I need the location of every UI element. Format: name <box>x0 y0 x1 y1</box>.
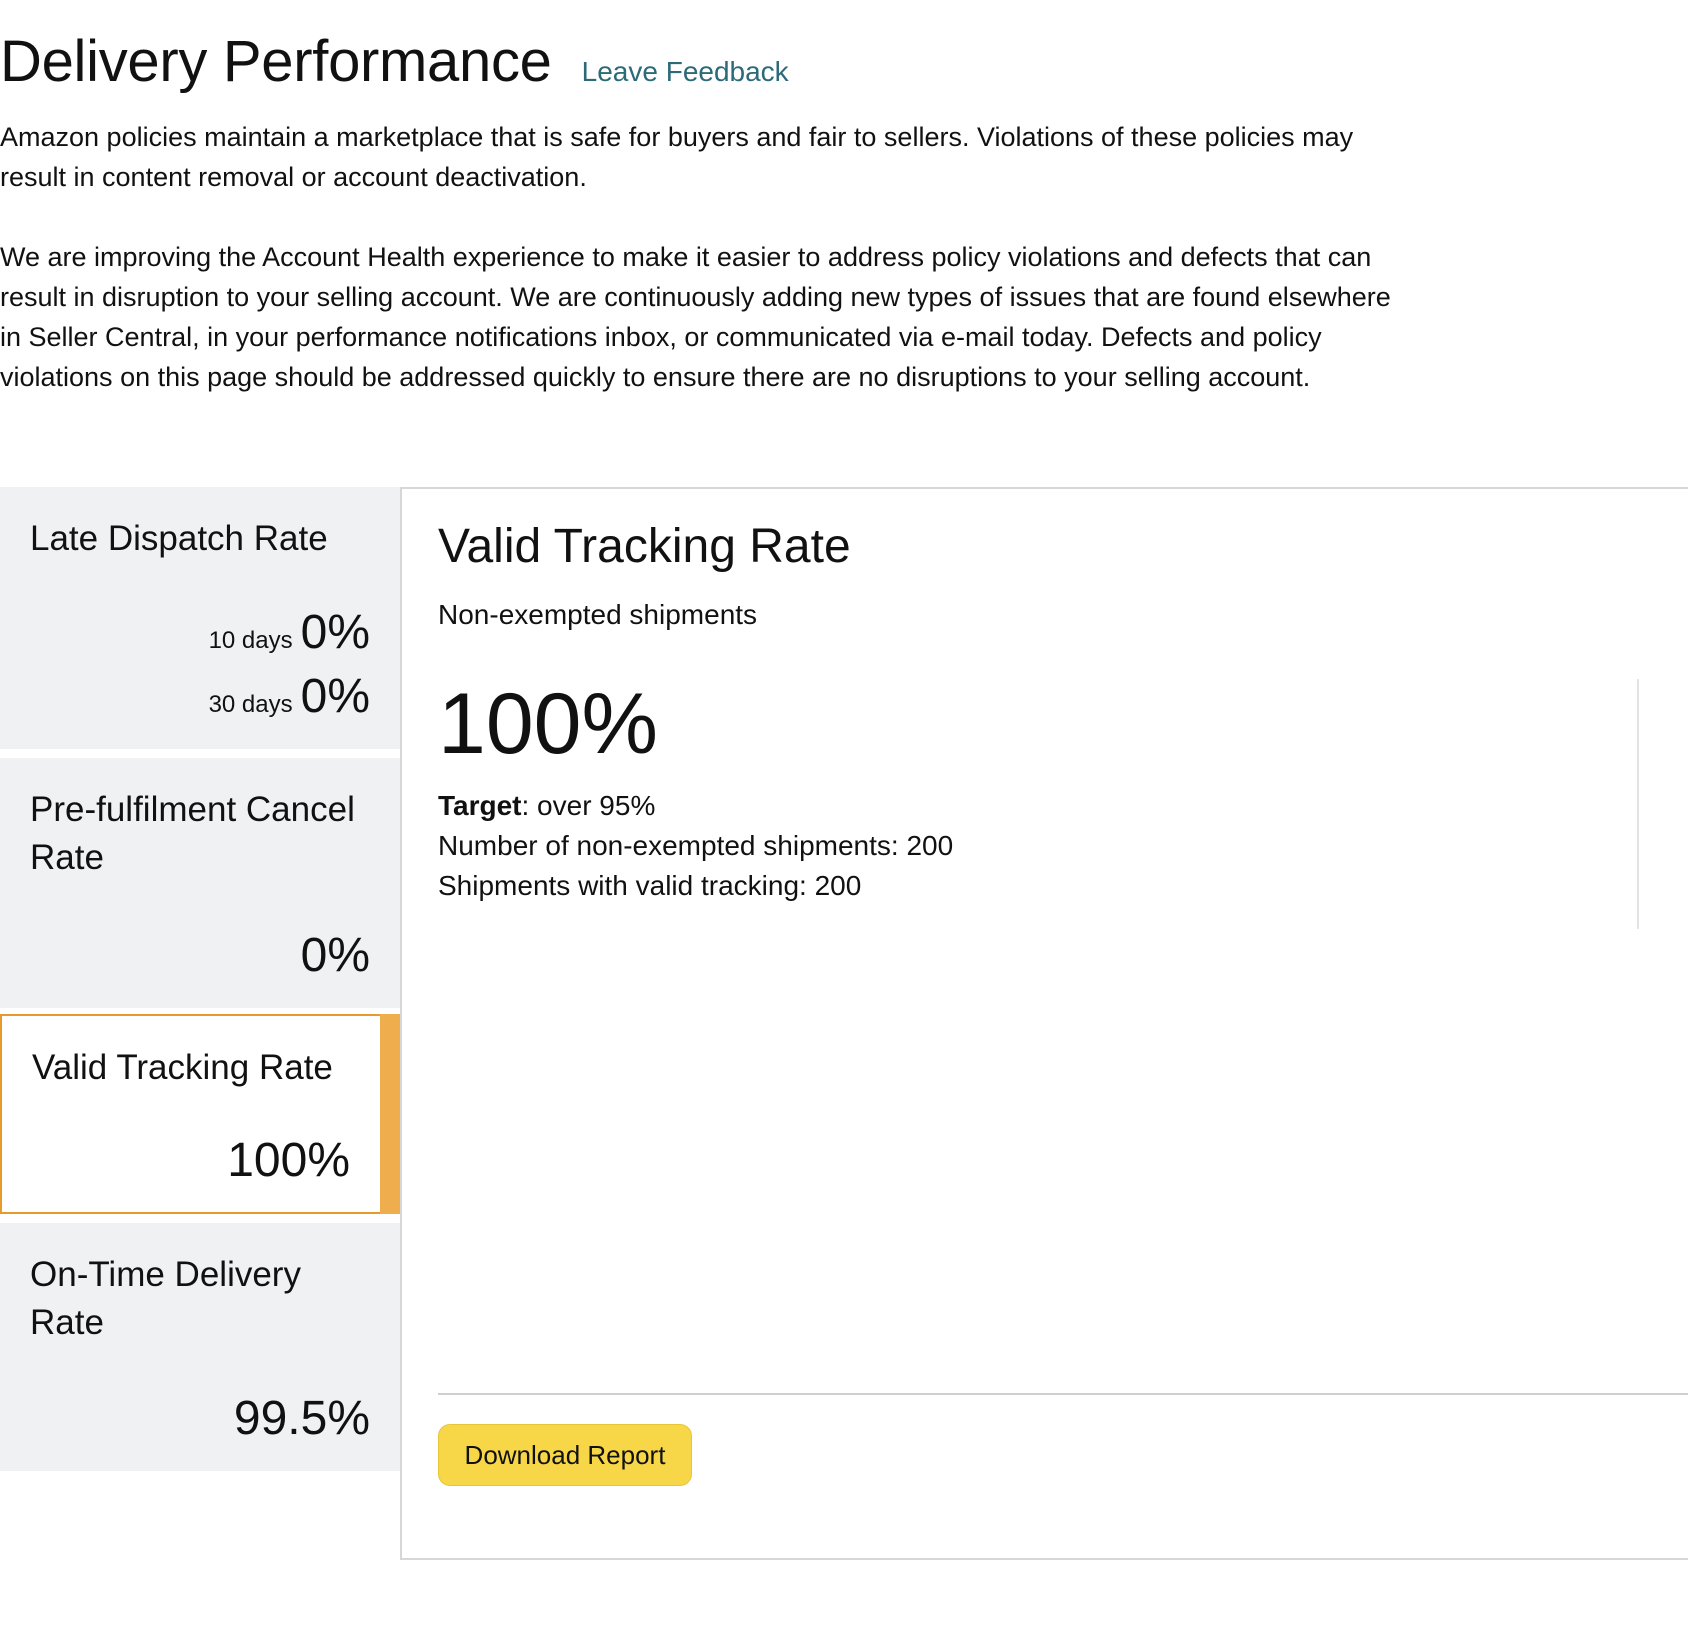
page-header: Delivery Performance Leave Feedback <box>0 30 789 94</box>
detail-info: Target: over 95% Number of non-exempted … <box>438 786 953 906</box>
detail-panel: Valid Tracking Rate Non-exempted shipmen… <box>400 487 1688 1560</box>
metric-card-on-time-delivery[interactable]: On-Time Delivery Rate 99.5% <box>0 1223 400 1471</box>
vertical-divider <box>1637 679 1639 929</box>
metric-label: On-Time Delivery Rate <box>30 1255 301 1342</box>
metric-period: 10 days <box>208 627 293 654</box>
metric-card-late-dispatch[interactable]: Late Dispatch Rate 10 days 0% 30 days 0% <box>0 487 400 749</box>
metric-row-30-days: 30 days 0% <box>209 669 370 725</box>
intro-text: Amazon policies maintain a marketplace t… <box>0 117 1400 397</box>
intro-paragraph-1: Amazon policies maintain a marketplace t… <box>0 122 1354 192</box>
intro-paragraph-2: We are improving the Account Health expe… <box>0 242 1391 392</box>
metric-value: 0% <box>300 929 370 982</box>
download-report-button[interactable]: Download Report <box>438 1424 692 1486</box>
page-title: Delivery Performance <box>0 29 552 94</box>
leave-feedback-link[interactable]: Leave Feedback <box>581 56 789 87</box>
non-exempted-shipments-line: Number of non-exempted shipments: 200 <box>438 830 954 861</box>
metric-value: 0% <box>300 606 370 659</box>
metric-period: 30 days <box>208 691 293 718</box>
detail-subtitle: Non-exempted shipments <box>438 599 758 630</box>
target-value: : over 95% <box>521 790 656 821</box>
metric-value: 99.5% <box>233 1392 370 1445</box>
metric-card-valid-tracking[interactable]: Valid Tracking Rate 100% <box>0 1014 400 1214</box>
metric-label: Pre-fulfilment Cancel Rate <box>30 790 355 877</box>
metric-value: 100% <box>227 1134 350 1187</box>
selected-indicator <box>380 1014 400 1214</box>
horizontal-divider <box>438 1393 1688 1395</box>
metric-label: Late Dispatch Rate <box>30 519 328 558</box>
target-line: Target: over 95% <box>438 786 953 826</box>
detail-big-value: 100% <box>438 676 658 772</box>
metric-row-10-days: 10 days 0% <box>209 605 370 661</box>
target-label: Target <box>438 790 522 821</box>
metric-label: Valid Tracking Rate <box>32 1048 333 1087</box>
valid-tracking-shipments-line: Shipments with valid tracking: 200 <box>438 870 862 901</box>
metric-value: 0% <box>300 670 370 723</box>
metric-card-pre-fulfilment-cancel[interactable]: Pre-fulfilment Cancel Rate 0% <box>0 758 400 1008</box>
detail-title: Valid Tracking Rate <box>438 520 851 573</box>
